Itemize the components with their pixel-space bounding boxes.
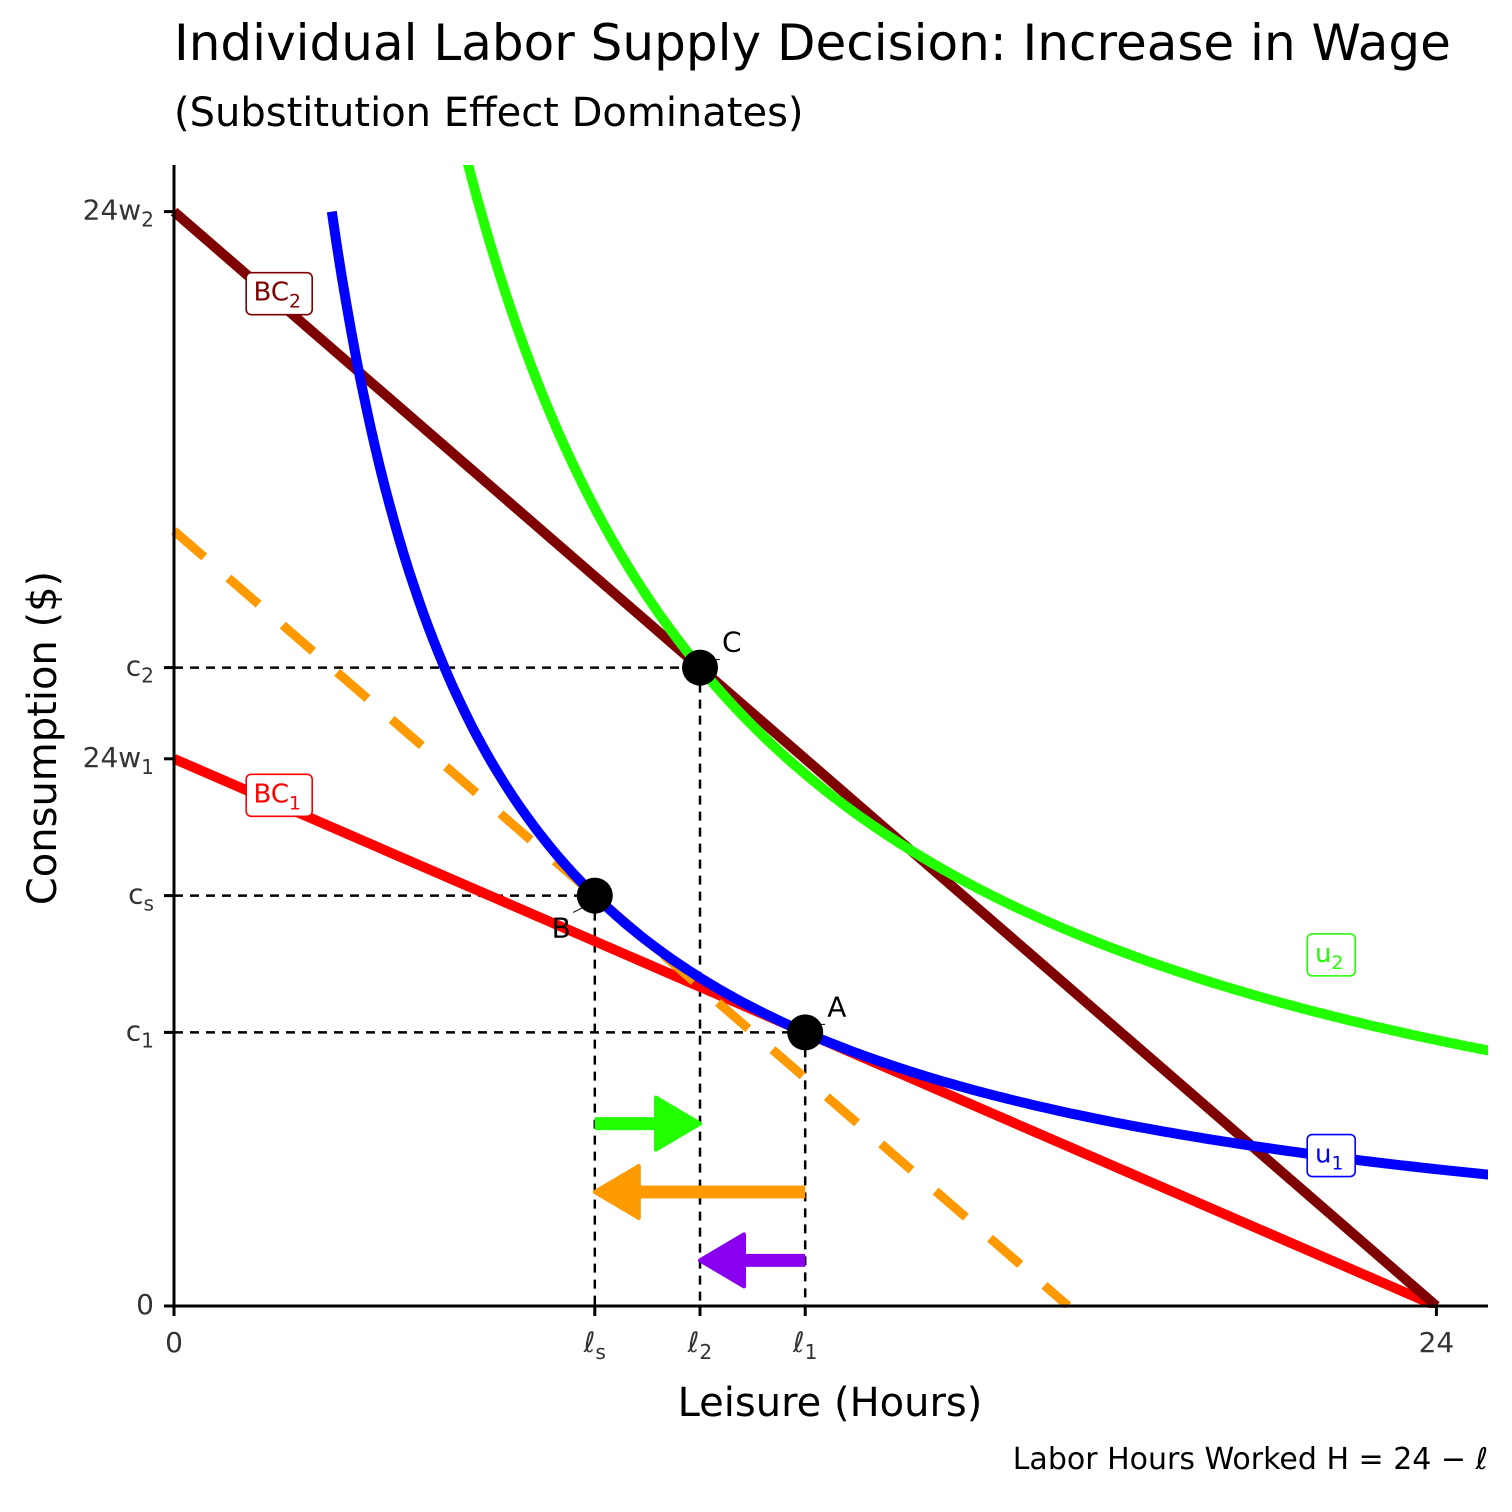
point-leader-b xyxy=(572,905,588,913)
point-a xyxy=(787,1014,824,1051)
x-tick-label-4: 24 xyxy=(1419,1326,1455,1359)
point-c xyxy=(682,649,718,686)
series-label-1: BC2 xyxy=(253,278,300,313)
series-label-box-1 xyxy=(245,271,313,316)
y-tick-label-0: 0 xyxy=(136,1288,154,1321)
x-tick-label-3: ℓ1 xyxy=(792,1326,817,1364)
series-label-box-0 xyxy=(245,773,313,818)
series-bc-1 xyxy=(170,207,1440,1308)
series-u-4 xyxy=(463,165,1488,1056)
series-label-box-3 xyxy=(1306,933,1356,977)
y-tick-label-5: 24w2 xyxy=(83,194,154,232)
series-label-0: BC1 xyxy=(253,779,300,814)
x-tick-label-0: 0 xyxy=(165,1326,183,1359)
series-label-3: u2 xyxy=(1315,939,1343,974)
chart-subtitle: (Substitution Effect Dominates) xyxy=(174,90,804,136)
y-tick-label-4: c2 xyxy=(126,650,154,688)
caption: Labor Hours Worked H = 24 − ℓ xyxy=(1012,1442,1488,1477)
series-label-2: u1 xyxy=(1315,1140,1343,1175)
effect-arrow-head-1 xyxy=(592,1164,641,1220)
y-tick-label-2: cs xyxy=(128,878,154,916)
series-label-box-2 xyxy=(1306,1133,1356,1178)
y-tick-label-1: c1 xyxy=(126,1014,154,1052)
point-label-c: C xyxy=(722,626,742,659)
point-label-b: B xyxy=(552,912,571,945)
y-tick-label-3: 24w1 xyxy=(83,741,154,779)
x-axis-title: Leisure (Hours) xyxy=(678,1380,983,1426)
point-label-a: A xyxy=(827,990,846,1023)
effect-arrow-head-0 xyxy=(654,1095,702,1152)
chart-title: Individual Labor Supply Decision: Increa… xyxy=(174,14,1451,72)
y-axis-title: Consumption ($) xyxy=(20,571,66,905)
x-tick-label-2: ℓ2 xyxy=(687,1326,712,1364)
x-tick-label-1: ℓs xyxy=(583,1326,606,1364)
effect-arrow-head-2 xyxy=(698,1232,746,1289)
series-u-3 xyxy=(326,210,1488,1180)
point-b xyxy=(576,877,613,914)
